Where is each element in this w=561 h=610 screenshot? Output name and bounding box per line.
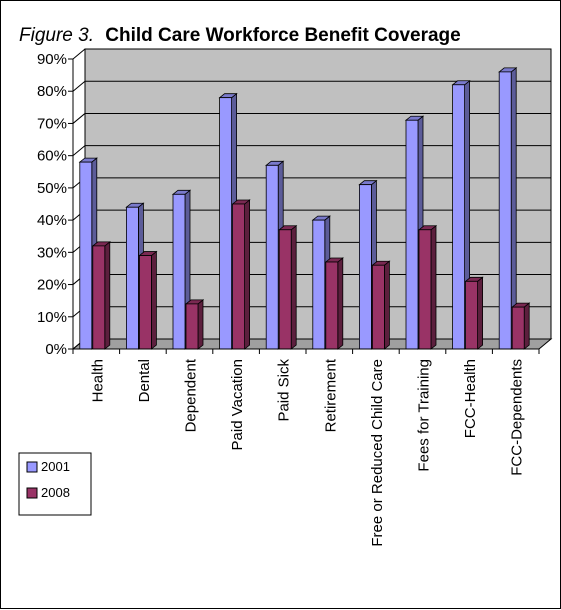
- bar-2008-retirement: [324, 257, 344, 350]
- x-category-label: Paid Sick: [276, 359, 293, 422]
- y-tick-label: 80%: [37, 83, 67, 100]
- x-category-label: Dental: [136, 359, 153, 402]
- gridline-diagonal: [72, 80, 86, 92]
- x-category-label: Paid Vacation: [229, 359, 246, 450]
- legend-swatch-2008: [26, 487, 38, 499]
- bar-2008-fcc-dependents: [511, 302, 531, 350]
- y-tick-label: 50%: [37, 180, 67, 197]
- bar-2008-free-or-reduced-child-care: [371, 260, 391, 350]
- bar-2008-health: [91, 241, 111, 350]
- y-tick-label: 40%: [37, 212, 67, 229]
- bar-2008-paid-sick: [278, 224, 298, 350]
- y-tick-label: 0%: [45, 341, 67, 358]
- x-category-label: FCC-Dependents: [509, 359, 526, 476]
- gridline-diagonal: [72, 145, 86, 157]
- gridline-diagonal: [72, 113, 86, 124]
- x-axis: Health Dental Dependent Paid Vacation Paid S…: [72, 348, 540, 547]
- y-tick-label: 90%: [37, 51, 67, 68]
- y-tick-label: 20%: [37, 277, 67, 294]
- x-category-label: Fees for Training: [415, 359, 432, 472]
- chart-title-prefix: Figure 3.: [19, 25, 94, 46]
- x-category-label: Free or Reduced Child Care: [369, 359, 386, 547]
- chart-title: Figure 3. Child Care Workforce Benefit C…: [19, 25, 461, 46]
- x-category-label: Dependent: [182, 358, 199, 432]
- legend-label-2001: 2001: [41, 459, 70, 474]
- bar-2008-dental: [138, 250, 158, 350]
- y-axis: 0% 10% 20% 30% 40% 50% 60% 70% 80% 90%: [37, 51, 74, 358]
- gridline-diagonal: [72, 48, 86, 60]
- x-category-label: FCC-Health: [462, 359, 479, 438]
- bar-2008-fcc-health: [464, 276, 484, 350]
- legend-label-2008: 2008: [41, 485, 70, 500]
- legend: 2001 2008: [18, 452, 92, 516]
- chart-title-main: Child Care Workforce Benefit Coverage: [105, 25, 460, 46]
- bar-2008-paid-vacation: [231, 199, 251, 350]
- y-tick-label: 10%: [37, 309, 67, 326]
- y-tick-label: 70%: [37, 115, 67, 132]
- legend-swatch-2001: [26, 461, 38, 473]
- bar-2008-dependent: [184, 299, 205, 350]
- y-tick-label: 60%: [37, 148, 67, 165]
- x-category-label: Retirement: [322, 358, 339, 432]
- x-category-label: Health: [89, 359, 106, 402]
- bar-2008-fees-for-training: [417, 224, 438, 350]
- y-tick-label: 30%: [37, 244, 67, 261]
